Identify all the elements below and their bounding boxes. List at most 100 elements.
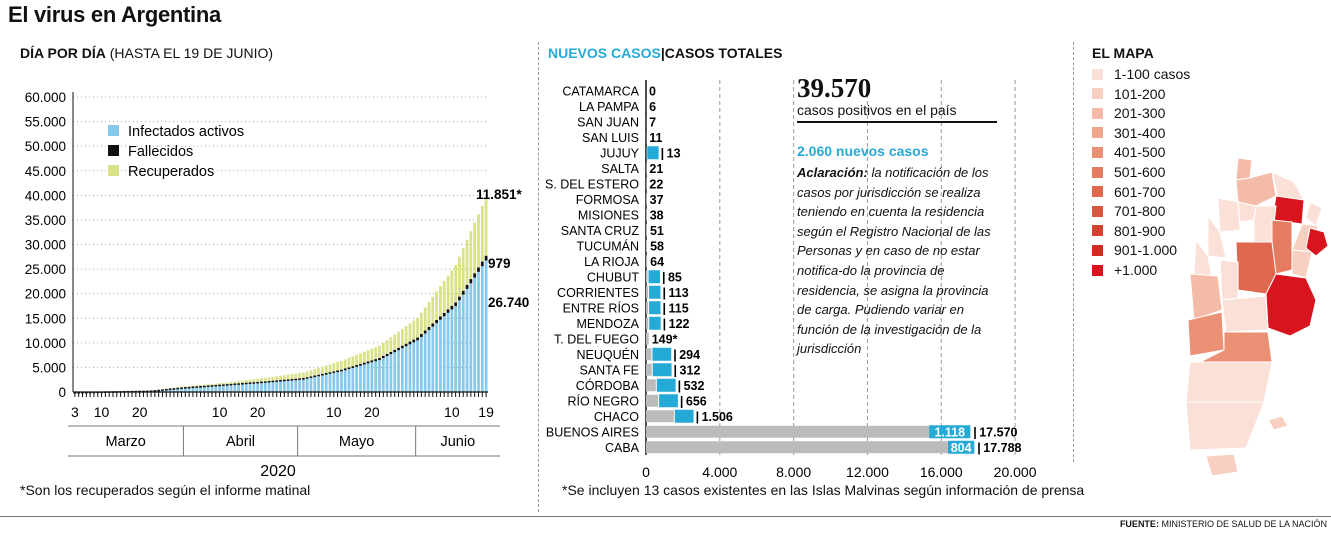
bar-deaths [275,380,279,382]
x-tick-label: 20 [250,404,266,420]
bar-recovered [446,275,450,310]
bar-infected [256,382,260,392]
bar-infected [385,356,389,392]
bar-deaths [271,380,275,383]
bar-deaths [282,379,286,382]
bar-deaths [206,385,210,388]
left-subtitle-bold: DÍA POR DÍA [20,45,106,61]
bar-deaths [412,339,416,343]
y-tick-label: 40.000 [25,188,66,203]
bar-deaths [153,390,157,392]
value-separator: | [674,363,678,377]
bar-new-cases [674,409,694,423]
map-legend-item: +1.000 [1092,262,1157,278]
total-cases-value: 113 [668,286,688,300]
bar-recovered [237,381,240,384]
total-cases-value: 532 [684,379,705,393]
bar-recovered [267,377,271,381]
bar-deaths [404,343,408,347]
bar-recovered [423,307,427,331]
bar-infected [225,384,229,392]
map-legend-swatch [1092,205,1103,217]
map-caba [1305,227,1329,257]
annotation-recovered: 11.851* [476,187,523,202]
new-cases-value: 34 [662,394,676,408]
map-legend-swatch [1092,146,1103,158]
y-tick-label: 0 [58,385,66,400]
annotations: 11.851* 979 26.740 [476,187,529,310]
bar-deaths [480,261,484,267]
total-cases-value: 6 [649,100,656,114]
bar-infected [172,388,176,392]
bar-recovered [362,351,366,363]
bar-recovered [324,365,328,374]
value-separator: | [680,394,684,408]
bar-recovered [473,222,477,274]
x-tick-label: 12.000 [846,464,889,480]
bar-recovered [442,280,446,313]
bar-recovered [484,197,488,256]
value-separator: | [662,270,666,284]
bar-deaths [168,388,172,391]
new-cases-value: 19 [659,379,673,393]
bar-recovered [206,384,210,386]
x-tick-labels: 3 10 20 10 20 10 20 10 19 [71,404,494,420]
x-tick-label: 8.000 [776,464,811,480]
bar-deaths [420,334,423,337]
bar-recovered [454,265,458,303]
bar-new-cases [648,270,660,284]
total-cases-value: 122 [669,317,690,331]
bar-deaths [237,383,240,385]
bar-infected [218,385,221,392]
bar-infected [317,376,320,392]
bar-recovered [313,369,317,376]
bar-recovered [359,353,362,364]
map-legend-swatch [1092,166,1103,178]
map-legend-label: 701-800 [1114,203,1166,220]
bar-deaths [286,379,290,381]
bar-infected [309,377,313,392]
bar-recovered [309,370,313,377]
bar-recovered [321,366,324,374]
bar-recovered [180,386,183,388]
map-legend-swatch [1092,68,1103,80]
map-legend-item: 801-900 [1092,223,1165,239]
bar-infected [484,260,488,392]
map-legend-swatch [1092,244,1103,256]
bar-recovered [290,374,294,379]
bar-infected [222,384,225,392]
bar-infected [439,319,442,392]
new-cases-value: 3 [651,317,658,331]
bar-recovered [275,376,279,381]
bar-deaths [385,353,389,357]
total-cases-value: 21 [649,162,663,176]
value-separator: | [673,348,677,362]
bar-recovered [279,375,282,380]
map-legend-label: 1-100 casos [1114,66,1191,82]
title-separator: | [660,45,665,61]
bar-recovered [317,367,320,375]
map-tucuman [1237,201,1257,223]
bar-deaths [370,360,374,363]
bar-deaths [378,357,381,361]
bar-recovered [393,334,397,350]
total-cases-value: 13 [667,146,681,160]
map-legend-label: 601-700 [1114,183,1166,200]
bar-infected [301,379,305,392]
bar-infected [275,381,279,392]
bar-infected [191,386,195,392]
x-tick-label: 20 [132,404,148,420]
map-legend-item: 901-1.000 [1092,242,1177,258]
source-credit: FUENTE: MINISTERIO DE SALUD DE LA NACIÓN [1120,519,1327,529]
bar-deaths [145,390,149,393]
bar-recovered [351,356,355,367]
total-cases-value: 51 [650,224,664,238]
note-text: la notificación de los casos por jurisdi… [797,165,991,357]
map-entre-rios [1291,249,1313,279]
argentina-map [1185,157,1329,477]
bar-total [646,193,647,206]
bar-deaths [340,369,343,372]
bar-total [646,301,649,314]
bar-total [646,270,648,283]
province-label: S. DEL ESTERO [545,177,639,191]
